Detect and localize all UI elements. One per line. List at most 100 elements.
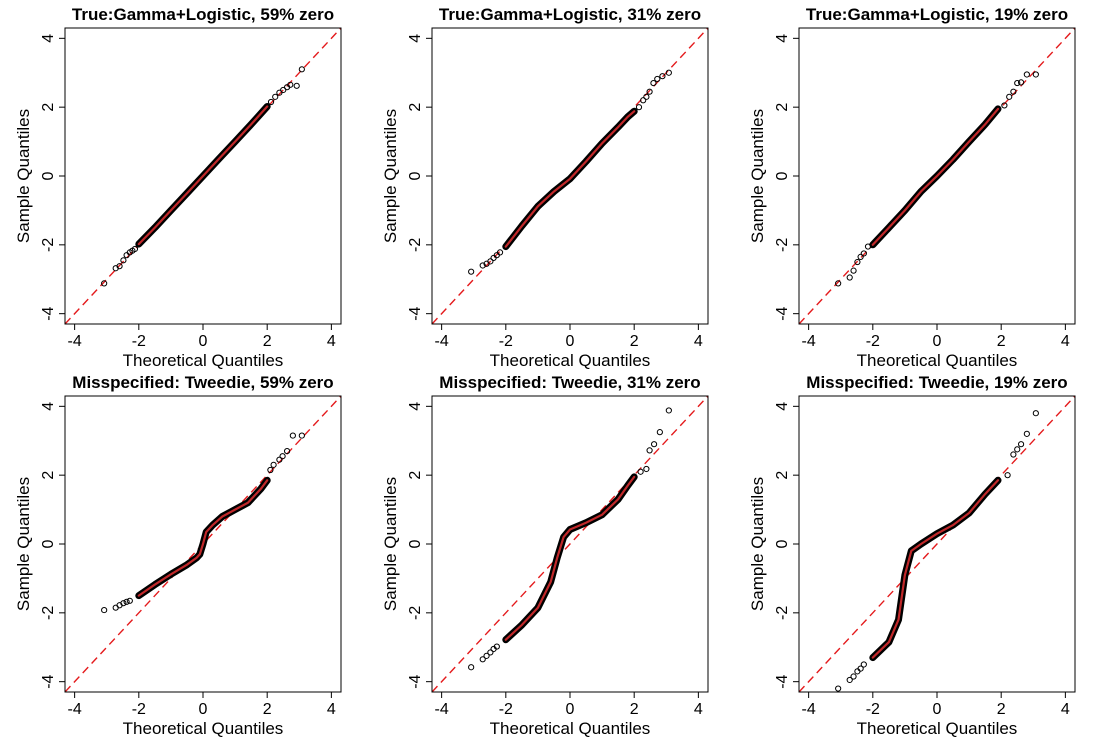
x-tick-label: -2 [499,333,513,350]
data-point [298,432,305,439]
data-point [857,253,864,260]
x-tick-label: -4 [802,701,816,718]
dense-points-overlap [504,475,636,641]
data-point [850,673,857,680]
y-tick-label: 4 [774,34,791,43]
x-axis-label: Theoretical Quantiles [857,351,1018,370]
qq-panel-2: True:Gamma+Logistic, 31% zero -4 -2 0 2 4 -4 -2… [381,5,709,370]
data-point [650,441,658,448]
data-point [1014,446,1021,453]
y-tick-label: -2 [40,238,57,252]
data-point [860,250,867,257]
qq-panel-4: Misspecified: Tweedie, 59% zero -4 -2 0 2 4 -4… [14,373,342,738]
x-tick-label: 0 [199,701,208,718]
data-point [640,97,647,104]
data-point [1023,430,1030,437]
x-tick-label: -4 [802,333,816,350]
data-point [1004,472,1011,479]
data-point [635,104,643,111]
y-tick-label: 4 [407,34,424,43]
y-tick-label: 2 [407,471,424,480]
x-tick-label: 2 [263,333,272,350]
data-point [665,69,672,76]
x-axis-label: Theoretical Quantiles [123,719,284,738]
panel-title: Misspecified: Tweedie, 59% zero [72,373,333,392]
data-point [864,243,872,250]
data-point [267,98,275,106]
y-tick-label: -4 [774,674,791,688]
data-point [646,447,653,454]
x-tick-label: 4 [694,333,703,350]
y-tick-label: -2 [407,606,424,620]
qq-panel-5: Misspecified: Tweedie, 31% zero -4 -2 0 2 4 -4… [381,373,709,738]
data-point [120,600,127,607]
y-axis-label: Sample Quantiles [748,109,767,243]
reference-line [432,396,708,692]
y-tick-label: 4 [40,34,57,43]
qq-panel-3: True:Gamma+Logistic, 19% zero -4 -2 0 2 4 -4 -2… [748,5,1076,370]
data-point [854,258,861,266]
data-point [483,652,490,659]
data-point [289,432,296,439]
data-point [298,66,305,73]
data-point [857,665,864,672]
data-point [846,274,853,281]
data-point [267,466,274,474]
data-point [120,257,127,264]
dense-points-overlap [137,479,269,597]
x-tick-label: 4 [1061,701,1070,718]
panel-title: Misspecified: Tweedie, 31% zero [439,373,700,392]
data-point [126,597,133,604]
x-tick-label: 4 [694,701,703,718]
y-tick-label: 2 [40,103,57,112]
x-tick-label: 2 [630,333,639,350]
x-tick-label: -2 [866,701,880,718]
data-point [479,656,486,663]
reference-line [799,396,1075,692]
data-point [646,88,653,95]
x-tick-label: 4 [327,701,336,718]
data-point [860,661,867,668]
data-point [1017,79,1025,86]
y-tick-label: -4 [774,306,791,320]
data-point [835,280,842,287]
data-point [665,407,672,414]
data-point [1001,102,1008,109]
panel-title: Misspecified: Tweedie, 19% zero [806,373,1067,392]
data-point [1023,71,1030,78]
data-point [643,93,650,100]
x-tick-label: -4 [435,333,449,350]
panel-title: True:Gamma+Logistic, 59% zero [72,5,334,24]
data-point [293,82,300,89]
data-point [116,263,123,270]
y-tick-label: -4 [40,306,57,320]
data-point [846,676,853,684]
y-axis-label: Sample Quantiles [14,477,33,611]
data-point [1006,93,1013,100]
y-tick-label: -2 [774,238,791,252]
x-tick-label: 2 [263,701,272,718]
data-point [1010,88,1017,95]
data-point [131,245,139,253]
dense-points-overlap [871,107,1000,246]
data-point [835,685,842,692]
x-tick-label: 4 [1061,333,1070,350]
data-point [468,268,475,275]
y-tick-label: -4 [40,674,57,688]
y-tick-label: 0 [407,539,424,548]
data-point [101,606,108,614]
x-tick-label: -2 [132,333,146,350]
data-point [496,249,504,256]
y-axis-label: Sample Quantiles [381,477,400,611]
y-tick-label: 2 [774,103,791,112]
data-point [468,664,475,671]
y-tick-label: -2 [407,238,424,252]
y-tick-label: -2 [774,606,791,620]
data-point [487,258,494,265]
qq-panel-1: True:Gamma+Logistic, 59% zero -4 -2 0 2 4 -4 -2… [14,5,342,370]
dense-points-band [135,476,271,600]
x-tick-label: 2 [997,701,1006,718]
dense-points-overlap [871,479,1000,659]
panel-title: True:Gamma+Logistic, 19% zero [806,5,1068,24]
